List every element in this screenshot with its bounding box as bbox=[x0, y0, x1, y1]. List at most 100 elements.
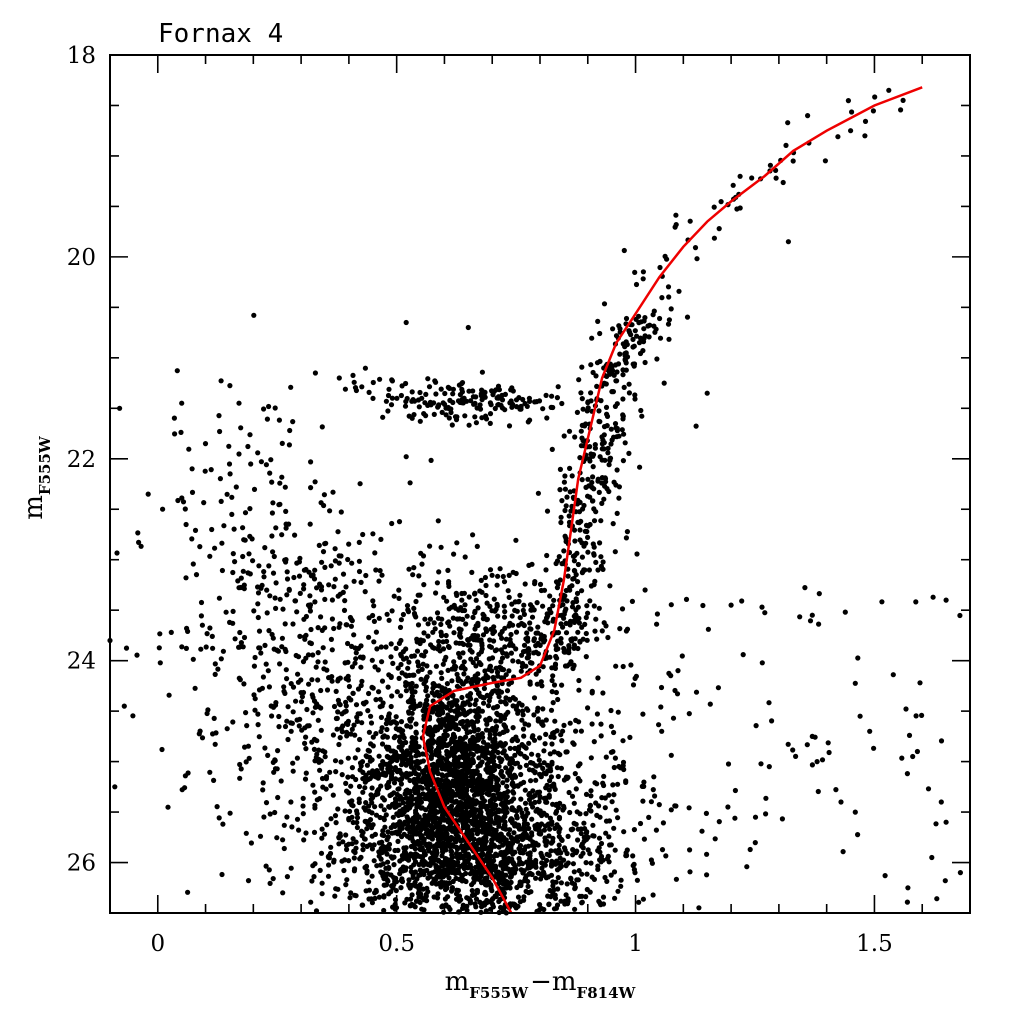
star-point bbox=[547, 593, 553, 599]
star-point bbox=[431, 620, 437, 626]
star-point bbox=[283, 667, 289, 673]
star-point bbox=[555, 630, 562, 636]
star-point bbox=[386, 386, 392, 392]
star-point bbox=[503, 753, 509, 759]
star-point bbox=[496, 387, 502, 393]
star-point bbox=[391, 593, 397, 599]
star-point bbox=[603, 404, 610, 410]
star-point bbox=[520, 835, 527, 842]
star-point bbox=[528, 859, 535, 865]
star-point bbox=[465, 693, 471, 699]
star-point bbox=[456, 893, 463, 899]
star-point bbox=[443, 885, 449, 892]
star-point bbox=[310, 710, 316, 716]
star-point bbox=[406, 710, 412, 716]
star-point bbox=[559, 682, 565, 688]
star-point bbox=[474, 779, 480, 785]
star-point bbox=[509, 404, 515, 410]
star-point bbox=[415, 663, 422, 669]
star-point bbox=[340, 839, 346, 845]
star-point bbox=[638, 407, 644, 414]
star-point bbox=[524, 706, 530, 712]
star-point bbox=[483, 727, 490, 733]
star-point bbox=[503, 695, 509, 701]
star-point bbox=[261, 574, 267, 580]
star-point bbox=[632, 675, 638, 682]
star-point bbox=[563, 587, 569, 594]
star-point bbox=[362, 589, 368, 595]
star-point bbox=[590, 464, 596, 470]
star-point bbox=[495, 613, 501, 619]
star-point bbox=[535, 752, 541, 758]
star-point bbox=[403, 750, 409, 757]
star-point bbox=[563, 503, 569, 509]
star-point bbox=[321, 666, 327, 672]
star-point bbox=[288, 865, 294, 871]
star-point bbox=[366, 748, 372, 754]
star-point bbox=[587, 458, 593, 464]
star-point bbox=[381, 893, 387, 899]
star-point bbox=[363, 699, 369, 705]
star-point bbox=[395, 838, 401, 845]
star-point bbox=[550, 879, 556, 885]
star-point bbox=[653, 827, 660, 833]
star-point bbox=[390, 748, 396, 754]
star-point bbox=[508, 631, 514, 638]
star-point bbox=[403, 646, 409, 652]
star-point bbox=[448, 406, 454, 412]
star-point bbox=[879, 599, 885, 605]
star-point bbox=[541, 760, 547, 766]
star-point bbox=[466, 422, 472, 428]
star-point bbox=[255, 614, 261, 621]
star-point bbox=[531, 695, 538, 701]
star-point bbox=[704, 390, 710, 396]
star-point bbox=[342, 598, 348, 604]
star-point bbox=[538, 632, 544, 638]
star-point bbox=[590, 369, 596, 376]
star-point bbox=[476, 755, 482, 761]
star-point bbox=[272, 405, 278, 411]
star-point bbox=[385, 392, 392, 399]
star-point bbox=[114, 550, 120, 556]
star-point bbox=[518, 826, 525, 832]
star-point bbox=[474, 543, 480, 550]
star-point bbox=[516, 395, 522, 401]
star-point bbox=[525, 883, 531, 890]
star-point bbox=[501, 579, 508, 585]
star-point bbox=[657, 264, 663, 271]
star-point bbox=[322, 659, 328, 665]
star-point bbox=[407, 777, 413, 784]
star-point bbox=[484, 721, 490, 727]
star-point bbox=[508, 816, 514, 822]
star-point bbox=[387, 804, 393, 810]
star-point bbox=[352, 866, 358, 872]
star-point bbox=[270, 500, 276, 506]
star-point bbox=[575, 579, 581, 585]
star-point bbox=[508, 758, 514, 764]
star-point bbox=[346, 695, 352, 701]
star-point bbox=[450, 826, 456, 832]
star-point bbox=[549, 741, 555, 747]
star-point bbox=[291, 574, 297, 581]
star-point bbox=[272, 595, 278, 601]
star-point bbox=[489, 831, 495, 838]
star-point bbox=[548, 848, 554, 854]
star-point bbox=[329, 616, 335, 622]
star-point bbox=[634, 877, 641, 883]
star-point bbox=[591, 552, 597, 558]
star-point bbox=[434, 874, 440, 880]
star-point bbox=[245, 443, 251, 450]
star-point bbox=[336, 841, 342, 847]
star-point bbox=[502, 609, 508, 615]
star-point bbox=[323, 774, 330, 780]
star-point bbox=[577, 638, 583, 645]
star-point bbox=[398, 392, 404, 399]
star-point bbox=[218, 498, 224, 504]
star-point bbox=[461, 659, 467, 665]
star-point bbox=[475, 691, 482, 697]
star-point bbox=[552, 718, 558, 724]
star-point bbox=[855, 655, 861, 661]
star-point bbox=[567, 489, 573, 495]
star-point bbox=[326, 862, 332, 868]
star-point bbox=[317, 867, 323, 874]
